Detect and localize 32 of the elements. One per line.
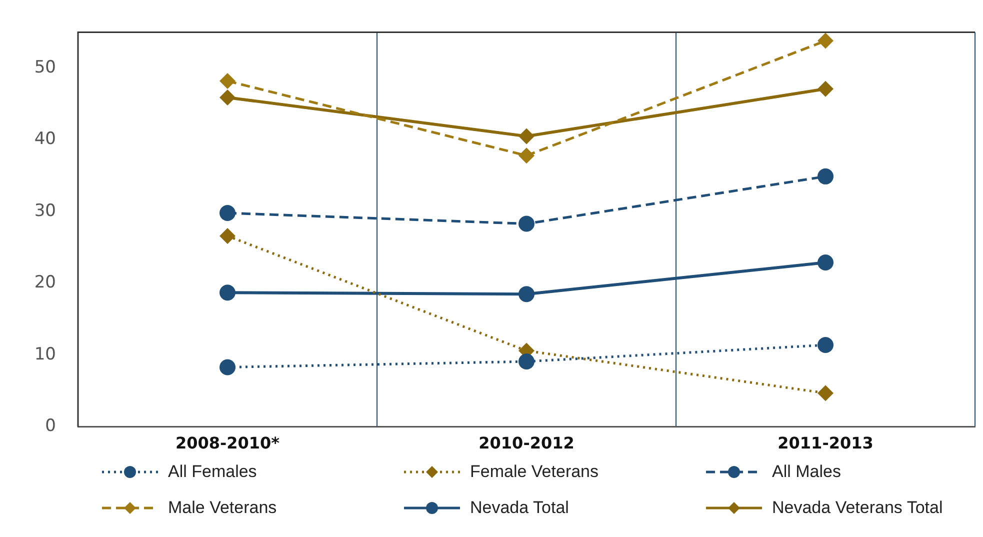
point (818, 254, 834, 271)
legend-label: Male Veterans (168, 498, 277, 518)
point (818, 80, 834, 97)
point (220, 284, 236, 301)
legend-label: Nevada Total (470, 498, 569, 518)
x-tick-label: 2008-2010* (175, 434, 280, 453)
x-tick-label: 2011-2013 (778, 434, 874, 453)
point (818, 337, 834, 354)
y-tick-label: 30 (34, 200, 56, 221)
y-tick-label: 0 (45, 416, 56, 436)
point (220, 205, 236, 221)
point (518, 286, 534, 302)
legend-label: All Males (772, 462, 841, 482)
point (818, 32, 834, 49)
x-tick-label: 2010-2012 (478, 434, 574, 453)
point (518, 216, 534, 232)
legend-label: Nevada Veterans Total (772, 498, 943, 518)
y-tick-label: 50 (34, 57, 56, 78)
point (518, 148, 534, 164)
point (220, 359, 236, 376)
point (220, 72, 236, 89)
y-tick-label: 20 (34, 272, 56, 293)
point (818, 168, 834, 184)
point (220, 228, 236, 244)
y-tick-label: 40 (34, 129, 56, 150)
point (818, 385, 834, 402)
y-tick-label: 10 (34, 344, 56, 364)
point (518, 128, 534, 144)
legend-label: All Females (168, 462, 257, 482)
point (220, 89, 236, 106)
point (518, 354, 534, 370)
legend-label: Female Veterans (470, 462, 599, 482)
